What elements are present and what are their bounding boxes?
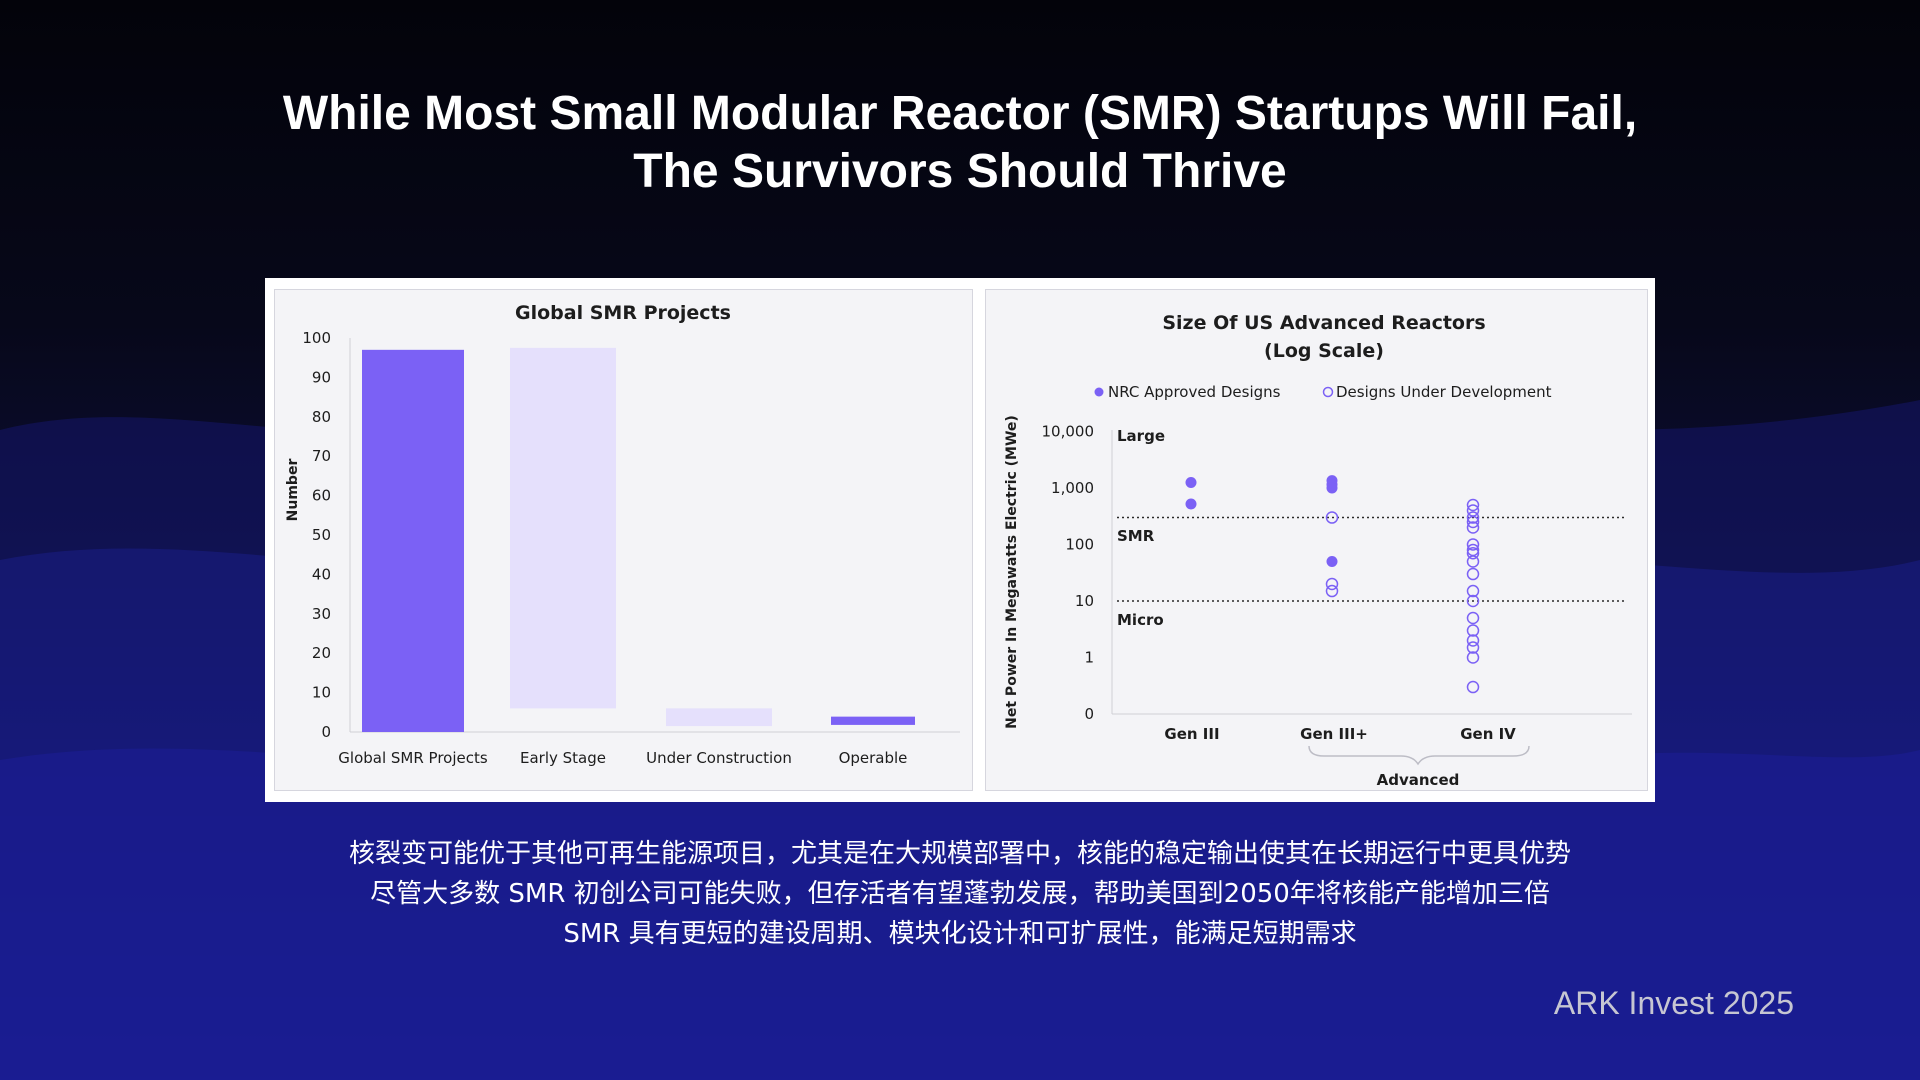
development-design-point (1466, 641, 1480, 654)
development-design-point (1466, 651, 1480, 664)
approved-design-point (1185, 498, 1197, 510)
y-tick-label: 1 (1084, 649, 1094, 667)
development-design-point (1325, 577, 1339, 591)
us-reactors-chart: Size Of US Advanced Reactors (Log Scale)… (985, 289, 1648, 791)
y-tick-label: 1,000 (1051, 479, 1094, 497)
x-tick-label: Operable (839, 749, 908, 767)
y-tick-label: 50 (312, 526, 331, 544)
y-tick-label: 30 (312, 605, 331, 623)
x-tick-label: Global SMR Projects (338, 749, 488, 767)
y-tick-label: 10 (312, 684, 331, 702)
legend-nrc-label: NRC Approved Designs (1108, 383, 1281, 401)
region-label-micro: Micro (1117, 611, 1164, 629)
development-design-point (1466, 567, 1480, 581)
development-design-point (1466, 511, 1480, 524)
y-tick-label: 90 (312, 368, 331, 386)
y-tick-label: 70 (312, 447, 331, 465)
development-design-point (1466, 538, 1480, 551)
approved-design-point (1326, 482, 1338, 494)
y-tick-label: 20 (312, 644, 331, 662)
y-tick-label: 0 (321, 723, 331, 741)
y-tick-label: 60 (312, 487, 331, 505)
y-tick-label: 0 (1084, 705, 1094, 723)
us-reactors-chart-svg: Size Of US Advanced Reactors (Log Scale)… (1004, 312, 1632, 789)
legend-open-marker (1322, 386, 1334, 398)
x-tick-label: Under Construction (646, 749, 792, 767)
bar-under-construction (666, 708, 772, 727)
title-line-1: While Most Small Modular Reactor (SMR) S… (282, 87, 1638, 140)
development-design-point (1466, 515, 1480, 529)
development-design-point (1466, 521, 1480, 534)
y-tick-label: 10 (1075, 592, 1094, 610)
development-design-point (1466, 498, 1480, 512)
x-tick-label: Gen IV (1460, 725, 1516, 743)
approved-design-point (1185, 477, 1197, 489)
advanced-brace (1308, 745, 1530, 766)
slide-title: While Most Small Modular Reactor (SMR) S… (0, 85, 1920, 201)
bullet-line: SMR 具有更短的建设周期、模块化设计和可扩展性，能满足短期需求 (563, 919, 1357, 949)
y-tick-label: 100 (1065, 536, 1094, 554)
region-label-smr: SMR (1117, 527, 1155, 545)
development-design-point (1466, 594, 1480, 608)
development-design-point (1466, 611, 1480, 625)
chart-title: Size Of US Advanced Reactors (1162, 312, 1485, 334)
region-label-large: Large (1117, 427, 1165, 445)
title-line-2: The Survivors Should Thrive (633, 145, 1287, 198)
development-design-point (1466, 547, 1480, 560)
chart-title: Global SMR Projects (515, 302, 731, 324)
global-smr-chart-svg: Global SMR Projects Number 0 10 20 30 40 50 60… (285, 302, 960, 767)
development-design-point (1466, 680, 1480, 694)
x-tick-label: Early Stage (520, 749, 606, 767)
development-design-point (1466, 634, 1480, 647)
development-design-point (1466, 624, 1480, 637)
approved-design-point (1326, 556, 1338, 568)
y-axis-label: Net Power In Megawatts Electric (MWe) (1004, 415, 1020, 729)
legend-dev-label: Designs Under Development (1336, 383, 1552, 401)
legend-filled-marker (1094, 387, 1104, 397)
bullet-list: 核裂变可能优于其他可再生能源项目，尤其是在大规模部署中，核能的稳定输出使其在长期… (0, 834, 1920, 954)
x-tick-label: Gen III+ (1300, 725, 1368, 743)
y-axis-label: Number (285, 459, 301, 522)
chart-subtitle: (Log Scale) (1264, 340, 1384, 362)
source-label: ARK Invest 2025 (1553, 985, 1794, 1021)
development-design-point (1325, 511, 1339, 524)
advanced-group-label: Advanced (1377, 771, 1460, 789)
bullet-line: 尽管大多数 SMR 初创公司可能失败，但存活者有望蓬勃发展，帮助美国到2050年… (370, 879, 1550, 909)
bar-global-smr-projects (362, 349, 464, 732)
global-smr-chart: Global SMR Projects Number 0 10 20 30 40 50 60… (274, 289, 973, 791)
development-design-point (1325, 584, 1339, 598)
y-tick-label: 100 (302, 329, 331, 347)
bar-early-stage (510, 347, 616, 709)
development-design-point (1466, 555, 1480, 568)
bullet-line: 核裂变可能优于其他可再生能源项目，尤其是在大规模部署中，核能的稳定输出使其在长期… (348, 839, 1571, 869)
y-tick-label: 80 (312, 408, 331, 426)
y-tick-label: 40 (312, 565, 331, 583)
bar-operable (831, 716, 915, 725)
y-tick-label: 10,000 (1042, 423, 1095, 441)
charts-panel: Global SMR Projects Number 0 10 20 30 40 50 60… (265, 278, 1655, 802)
development-design-point (1466, 584, 1480, 598)
x-tick-label: Gen III (1164, 725, 1219, 743)
